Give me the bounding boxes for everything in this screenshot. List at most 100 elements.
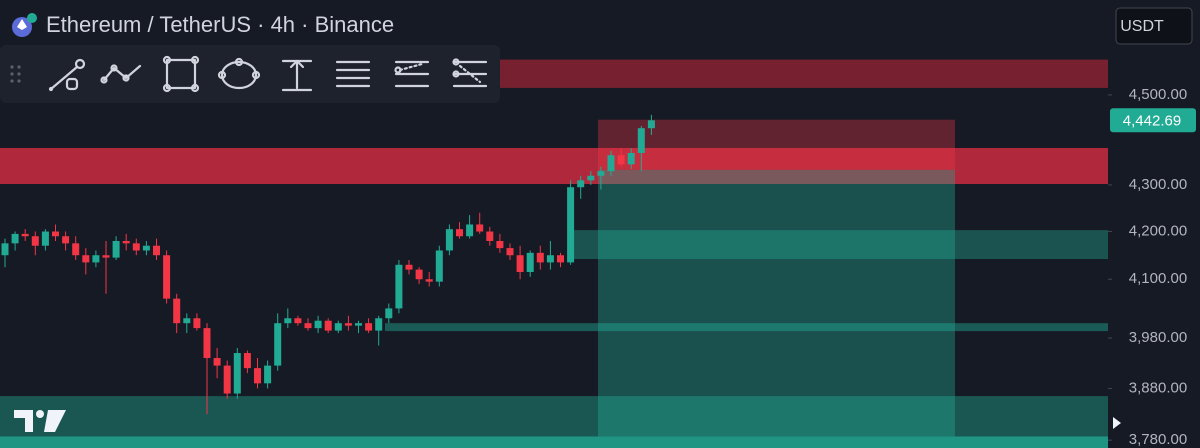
fib-channel-tool[interactable] [452, 58, 488, 88]
candle-body [274, 323, 282, 366]
y-tick-label: 4,300.00 [1129, 176, 1187, 193]
candle-body [41, 231, 49, 246]
candle-body [11, 233, 19, 244]
candle-body [173, 298, 181, 324]
candle-body [284, 318, 292, 324]
candle-body [637, 128, 645, 153]
candle-body [496, 240, 504, 249]
candle-body [334, 323, 342, 331]
candle-body [82, 255, 90, 263]
drawing-toolbar [0, 45, 500, 103]
candle-body [183, 318, 191, 324]
candle-body [557, 255, 564, 263]
candle-body [627, 152, 635, 165]
axis-background [1108, 0, 1200, 448]
candle-body [102, 255, 110, 258]
candle-body [385, 308, 393, 319]
candles [1, 114, 655, 415]
currency-button[interactable] [1115, 7, 1193, 45]
candle-body [203, 328, 211, 359]
symbol-icon [12, 13, 37, 37]
zones [0, 59, 1108, 448]
y-tick-label: 4,100.00 [1129, 270, 1187, 287]
last-price-badge [1110, 108, 1196, 133]
candle-body [233, 353, 241, 394]
candle-body [506, 248, 514, 256]
candle-body [395, 264, 403, 309]
candle-body [223, 365, 231, 394]
candle-body [193, 318, 201, 329]
candle-body [486, 231, 494, 241]
zone [500, 59, 1108, 88]
candle-body [72, 243, 80, 256]
candle-body [546, 255, 554, 263]
candle-body [456, 229, 463, 237]
candle-body [516, 255, 524, 273]
candle-body [526, 252, 534, 273]
zone [0, 436, 1108, 448]
zone [0, 396, 1108, 437]
fib-tool[interactable] [335, 60, 371, 88]
candle-body [587, 175, 595, 181]
candle-body [163, 255, 171, 299]
candle-body [355, 323, 362, 326]
candle-body [536, 252, 544, 263]
candle-body [92, 255, 100, 263]
candle-body [21, 233, 29, 237]
zone [385, 323, 1108, 332]
last-price-label: 4,442.69 [1123, 112, 1181, 129]
candle-body [112, 240, 120, 258]
zone [0, 147, 1108, 185]
candle-body [1, 243, 9, 256]
candle-body [375, 318, 383, 331]
zone [598, 119, 955, 170]
candle-body [344, 323, 352, 326]
y-tick-label: 4,500.00 [1129, 86, 1187, 103]
candle-body [142, 245, 150, 251]
currency-label: USDT [1120, 18, 1164, 35]
logo [14, 410, 66, 432]
candle-body [415, 269, 423, 280]
price-range-tool[interactable] [281, 59, 313, 92]
candle-body [435, 250, 443, 282]
candle-body [617, 155, 625, 165]
trend-line-tool[interactable] [48, 58, 86, 92]
candle-body [314, 320, 322, 329]
candle-body [597, 171, 605, 176]
candle-body [466, 224, 474, 237]
y-tick-label: 3,880.00 [1129, 379, 1187, 396]
candle-body [264, 365, 272, 384]
candle-body [324, 320, 332, 331]
candle-body [153, 245, 160, 256]
zone [570, 230, 1108, 260]
price-axis: 4,500.00 4,300.00 4,200.00 4,100.00 3,980.00… [1108, 0, 1200, 448]
scroll-arrow[interactable] [1113, 417, 1121, 429]
fib-extension-tool[interactable] [394, 60, 430, 88]
y-tick-label: 3,980.00 [1129, 329, 1187, 346]
candle-body [567, 187, 575, 263]
candle-body [476, 224, 484, 232]
candle-body [304, 323, 312, 329]
candle-body [577, 180, 585, 188]
candle-body [425, 279, 433, 282]
rectangle-tool[interactable] [162, 55, 200, 93]
candle-body [294, 318, 302, 324]
candle-body [405, 264, 413, 270]
path-tool[interactable] [100, 64, 142, 84]
candle-body [365, 323, 373, 331]
candle-body [607, 155, 615, 172]
y-tick-label: 4,200.00 [1129, 222, 1187, 239]
candle-body [132, 243, 140, 251]
ellipse-tool[interactable] [217, 57, 261, 90]
candle-body [52, 231, 59, 237]
candle-body [31, 236, 39, 246]
candle-body [254, 368, 261, 384]
candle-body [213, 358, 221, 366]
candle-body [243, 353, 251, 369]
chart-title: Ethereum / TetherUS · 4h · Binance [46, 12, 394, 37]
zone [598, 169, 955, 437]
candle-body [647, 120, 655, 129]
candle-body [445, 229, 453, 251]
candle-body [62, 236, 70, 244]
